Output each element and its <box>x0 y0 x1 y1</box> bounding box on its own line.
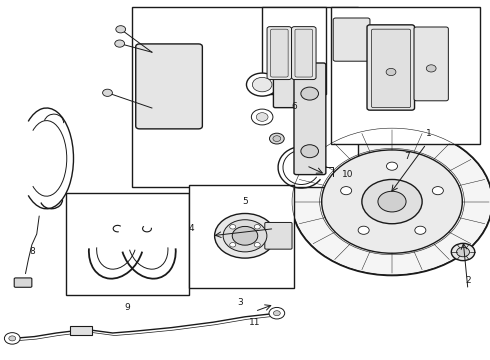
Circle shape <box>252 77 272 92</box>
Circle shape <box>270 133 284 144</box>
FancyBboxPatch shape <box>414 27 448 101</box>
Text: 1: 1 <box>426 129 432 138</box>
Circle shape <box>292 128 490 275</box>
FancyBboxPatch shape <box>265 222 292 249</box>
Circle shape <box>273 311 280 316</box>
Circle shape <box>116 26 125 33</box>
Text: 10: 10 <box>342 170 354 179</box>
Text: 11: 11 <box>249 318 261 327</box>
Text: 5: 5 <box>242 197 248 206</box>
FancyBboxPatch shape <box>270 29 288 77</box>
Circle shape <box>232 226 258 245</box>
FancyBboxPatch shape <box>333 18 370 61</box>
Circle shape <box>215 213 275 258</box>
Bar <box>262 7 326 94</box>
Circle shape <box>301 87 318 100</box>
Circle shape <box>426 65 436 72</box>
Circle shape <box>230 243 236 247</box>
Circle shape <box>256 113 268 121</box>
Circle shape <box>451 243 475 261</box>
Bar <box>132 7 358 187</box>
Circle shape <box>457 247 469 257</box>
FancyBboxPatch shape <box>292 27 316 80</box>
Text: 6: 6 <box>291 102 297 111</box>
Circle shape <box>301 145 318 158</box>
FancyBboxPatch shape <box>136 44 202 129</box>
FancyBboxPatch shape <box>14 278 32 287</box>
FancyBboxPatch shape <box>273 69 301 108</box>
Text: 4: 4 <box>188 224 194 233</box>
Circle shape <box>387 162 397 170</box>
Circle shape <box>378 191 406 212</box>
Circle shape <box>358 226 369 234</box>
Bar <box>331 7 480 144</box>
Circle shape <box>254 243 260 247</box>
Circle shape <box>341 186 352 195</box>
Circle shape <box>9 336 16 341</box>
Circle shape <box>251 109 273 125</box>
Circle shape <box>115 40 124 47</box>
FancyBboxPatch shape <box>371 29 411 108</box>
FancyBboxPatch shape <box>294 63 326 175</box>
Circle shape <box>102 89 112 96</box>
Circle shape <box>386 68 396 76</box>
FancyBboxPatch shape <box>295 29 313 77</box>
Circle shape <box>432 186 443 195</box>
Circle shape <box>362 180 422 224</box>
FancyBboxPatch shape <box>367 25 415 110</box>
Text: 3: 3 <box>237 298 243 307</box>
Circle shape <box>230 225 236 229</box>
Text: 7: 7 <box>404 152 410 161</box>
Bar <box>66 193 189 295</box>
Circle shape <box>322 150 463 253</box>
Circle shape <box>223 220 267 252</box>
Bar <box>70 326 92 335</box>
Bar <box>189 185 294 288</box>
Text: 2: 2 <box>465 276 471 285</box>
Circle shape <box>246 73 278 96</box>
Text: 9: 9 <box>124 303 130 312</box>
Circle shape <box>273 136 281 141</box>
Circle shape <box>269 307 285 319</box>
Circle shape <box>254 225 260 229</box>
FancyBboxPatch shape <box>267 27 292 80</box>
Circle shape <box>4 333 20 344</box>
Circle shape <box>415 226 426 234</box>
Text: 8: 8 <box>29 248 35 256</box>
